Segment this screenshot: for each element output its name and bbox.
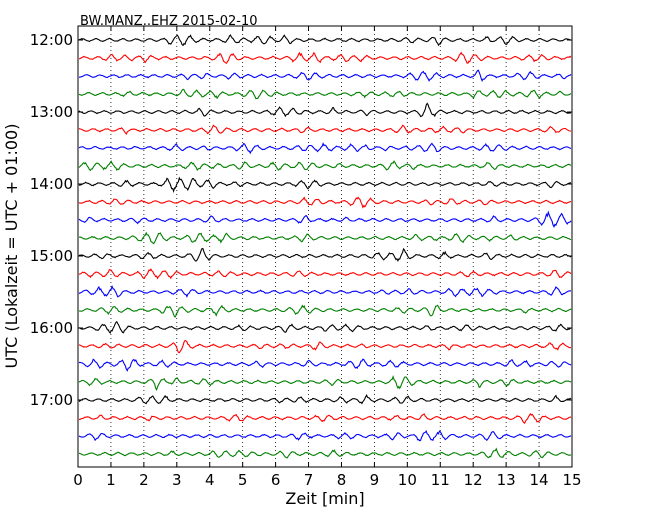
trace-line (78, 124, 572, 136)
x-tick-label: 7 (304, 471, 314, 489)
x-tick-label: 11 (431, 471, 450, 489)
x-tick-label: 0 (73, 471, 83, 489)
x-tick-label: 12 (464, 471, 483, 489)
x-tick-label: 6 (271, 471, 281, 489)
y-tick-label: 16:00 (30, 319, 73, 337)
x-tick-labels: 0 1 2 3 4 5 6 7 8 9 10 11 12 13 14 15 (73, 471, 581, 489)
trace-line (78, 176, 571, 194)
x-tick-label: 13 (497, 471, 516, 489)
trace-line (78, 284, 571, 298)
trace-line (78, 69, 572, 82)
trace-line (78, 268, 572, 280)
x-tick-label: 3 (172, 471, 182, 489)
x-tick-label: 1 (106, 471, 116, 489)
x-tick-label: 5 (238, 471, 248, 489)
trace-line (78, 231, 572, 245)
trace-line (78, 304, 572, 318)
y-tick-label: 17:00 (30, 391, 73, 409)
trace-line (78, 447, 572, 459)
trace-line (78, 374, 572, 391)
trace-line (78, 160, 572, 172)
trace-line (78, 429, 572, 442)
trace-line (78, 247, 572, 263)
y-tick-label: 13:00 (30, 103, 73, 121)
trace-line (78, 102, 572, 118)
x-axis-label: Zeit [min] (285, 489, 364, 508)
x-tick-label: 4 (205, 471, 215, 489)
x-tick-label: 10 (398, 471, 417, 489)
chart-title: BW.MANZ..EHZ 2015-02-10 (80, 14, 258, 29)
y-axis-label: UTC (Lokalzeit = UTC + 01:00) (2, 124, 21, 369)
grid-lines (110, 26, 540, 467)
trace-line (78, 142, 572, 155)
trace-line (78, 51, 572, 65)
x-tick-label: 8 (337, 471, 347, 489)
axis-ticks (77, 26, 573, 467)
trace-line (78, 196, 572, 209)
trace-line (78, 34, 572, 47)
trace-line (78, 394, 572, 405)
trace-line (78, 88, 572, 100)
trace-line (78, 358, 572, 372)
x-tick-label: 2 (139, 471, 149, 489)
y-tick-label: 15:00 (30, 247, 73, 265)
trace-line (78, 339, 572, 354)
x-tick-label: 15 (562, 471, 581, 489)
x-tick-label: 14 (530, 471, 549, 489)
x-tick-label: 9 (370, 471, 380, 489)
y-tick-label: 12:00 (30, 31, 73, 49)
trace-line (78, 412, 572, 425)
trace-line (78, 320, 572, 334)
plot-frame (77, 25, 573, 468)
y-tick-labels: 12:00 13:00 14:00 15:00 16:00 17:00 (30, 31, 73, 409)
y-tick-label: 14:00 (30, 175, 73, 193)
seismic-traces (78, 34, 572, 459)
trace-line (78, 210, 572, 228)
